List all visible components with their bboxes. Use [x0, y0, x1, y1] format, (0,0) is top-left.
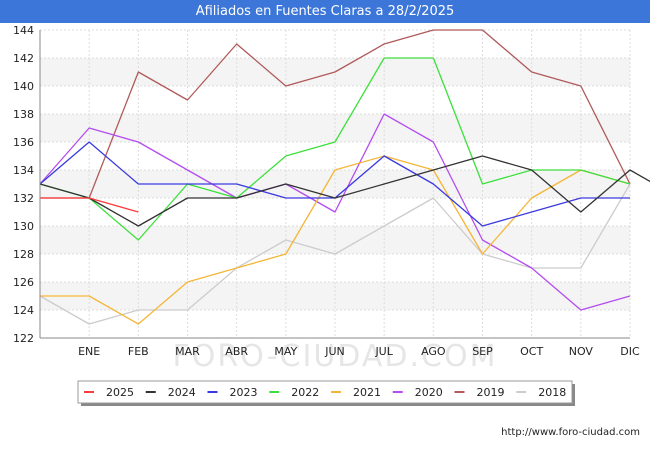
legend-label-2018: 2018: [538, 386, 566, 399]
chart-title: Afiliados en Fuentes Claras a 28/2/2025: [0, 0, 650, 23]
legend-label-2023: 2023: [230, 386, 258, 399]
x-tick-label: AGO: [421, 345, 446, 358]
x-tick-label: JUN: [324, 345, 345, 358]
x-tick-label: DIC: [620, 345, 640, 358]
legend-label-2022: 2022: [291, 386, 319, 399]
source-url[interactable]: http://www.foro-ciudad.com: [501, 427, 640, 438]
y-tick-label: 122: [13, 332, 34, 345]
x-tick-label: SEP: [472, 345, 493, 358]
x-tick-label: OCT: [520, 345, 543, 358]
y-tick-label: 130: [13, 220, 34, 233]
x-axis-ticks: ENE FEB MAR ABR MAY JUN JUL AGO SEP OCT NOV DIC: [78, 345, 640, 358]
y-tick-label: 136: [13, 136, 34, 149]
legend-label-2019: 2019: [477, 386, 505, 399]
y-tick-label: 134: [13, 164, 34, 177]
x-tick-label: ENE: [78, 345, 100, 358]
x-tick-label: MAY: [274, 345, 297, 358]
y-tick-label: 144: [13, 24, 34, 37]
series-line-2024: [39, 155, 650, 227]
y-tick-label: 126: [13, 276, 34, 289]
x-tick-label: ABR: [225, 345, 248, 358]
x-tick-label: NOV: [569, 345, 594, 358]
y-tick-label: 138: [13, 108, 34, 121]
y-axis-ticks: 122 124 126 128 130 132 134 136 138 140 142 144: [13, 24, 34, 345]
watermark: FORO-CIUDAD.COM: [173, 339, 498, 374]
legend-label-2025: 2025: [106, 386, 134, 399]
series-line-2020: [39, 113, 631, 311]
x-tick-label: JUL: [374, 345, 393, 358]
series-line-2021: [40, 155, 631, 325]
y-tick-label: 132: [13, 192, 34, 205]
y-tick-label: 128: [13, 248, 34, 261]
legend: 2025 2024 2023 2022 2021 2020 2019 2018: [77, 380, 575, 406]
x-tick-label: FEB: [128, 345, 149, 358]
series-line-2025: [40, 197, 139, 213]
y-tick-label: 142: [13, 52, 34, 65]
y-tick-label: 124: [13, 304, 34, 317]
legend-label-2020: 2020: [415, 386, 443, 399]
axes: [39, 30, 630, 339]
series-line-2019: [40, 29, 631, 199]
series-lines: [39, 29, 650, 325]
legend-box: [77, 380, 573, 404]
legend-label-2021: 2021: [353, 386, 381, 399]
y-tick-label: 140: [13, 80, 34, 93]
x-tick-label: MAR: [175, 345, 200, 358]
legend-label-2024: 2024: [168, 386, 196, 399]
